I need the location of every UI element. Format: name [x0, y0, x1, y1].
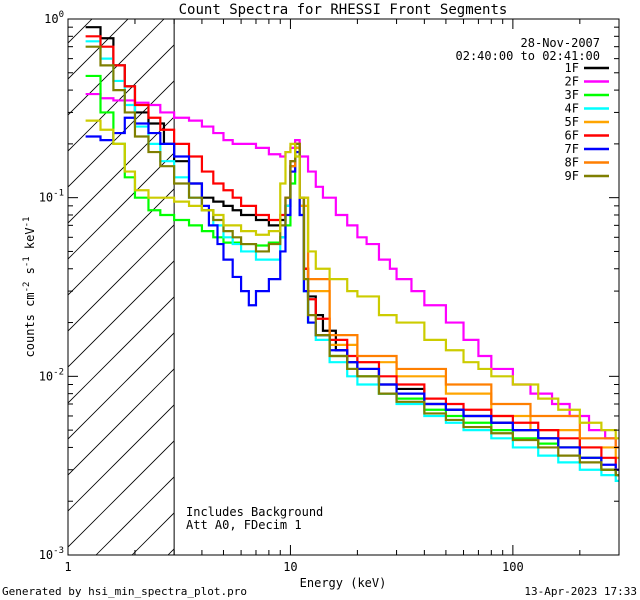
hatch-line [68, 116, 175, 224]
footer-timestamp: 13-Apr-2023 17:33 [524, 585, 637, 598]
series-line-1f [85, 26, 619, 477]
y-tick-label: 10-1 [39, 189, 64, 205]
legend-label-5f: 5F [565, 115, 579, 129]
hatch-line [68, 296, 175, 404]
hatch-line [68, 19, 165, 116]
hatch-line [0, 0, 120, 555]
footer-generated-by: Generated by hsi_min_spectra_plot.pro [2, 585, 247, 598]
legend-label-3f: 3F [565, 88, 579, 102]
hatch-line [600, 0, 640, 555]
hatched-region [0, 0, 640, 555]
hatch-line [68, 440, 175, 548]
date-label: 28-Nov-2007 [521, 36, 600, 50]
y-tick-label: 10-3 [39, 546, 64, 562]
x-tick-label: 10 [283, 560, 297, 574]
y-tick-label: 10-2 [39, 367, 64, 383]
series-line-5f [290, 146, 619, 459]
hatch-line [95, 476, 175, 555]
legend-label-8f: 8F [565, 156, 579, 170]
legend-label-2f: 2F [565, 75, 579, 89]
hatch-line [68, 80, 175, 188]
x-tick-label: 1 [64, 560, 71, 574]
hatch-line [68, 44, 175, 152]
x-tick-label: 100 [502, 560, 524, 574]
hatch-line [68, 332, 175, 440]
hatch-line [68, 152, 175, 260]
x-axis-label: Energy (keV) [300, 576, 387, 590]
hatch-line [68, 224, 175, 332]
chart-title: Count Spectra for RHESSI Front Segments [179, 2, 508, 18]
hatch-line [528, 0, 640, 555]
hatch-line [0, 0, 12, 555]
hatch-line [348, 0, 640, 555]
hatch-line [240, 0, 640, 555]
time-range-label: 02:40:00 to 02:41:00 [456, 49, 601, 63]
plot-frame [67, 18, 620, 556]
legend-label-4f: 4F [565, 102, 579, 116]
series-line-7f [85, 116, 619, 471]
legend-label-7f: 7F [565, 142, 579, 156]
annotation-attenuator: Att A0, FDecim 1 [186, 518, 302, 532]
series-line-8f [290, 142, 619, 449]
legend-label-9f: 9F [565, 169, 579, 183]
hatch-line [456, 0, 640, 555]
hatch-line [68, 188, 175, 296]
hatch-line [312, 0, 640, 555]
hatch-line [68, 19, 129, 80]
hatch-line [68, 404, 175, 512]
series-line-9f [85, 45, 619, 477]
y-axis-label: counts cm-2 s-1 keV-1 [22, 217, 37, 358]
legend-label-1f: 1F [565, 61, 579, 75]
series-line-6f [85, 35, 619, 471]
legend-label-6f: 6F [565, 129, 579, 143]
hatch-line [68, 368, 175, 476]
series-line-2f [85, 92, 619, 449]
series-line-extra-9 [85, 119, 619, 440]
y-tick-label: 100 [44, 10, 64, 26]
annotation-background: Includes Background [186, 505, 323, 519]
hatch-line [636, 0, 640, 555]
hatch-line [420, 0, 640, 555]
